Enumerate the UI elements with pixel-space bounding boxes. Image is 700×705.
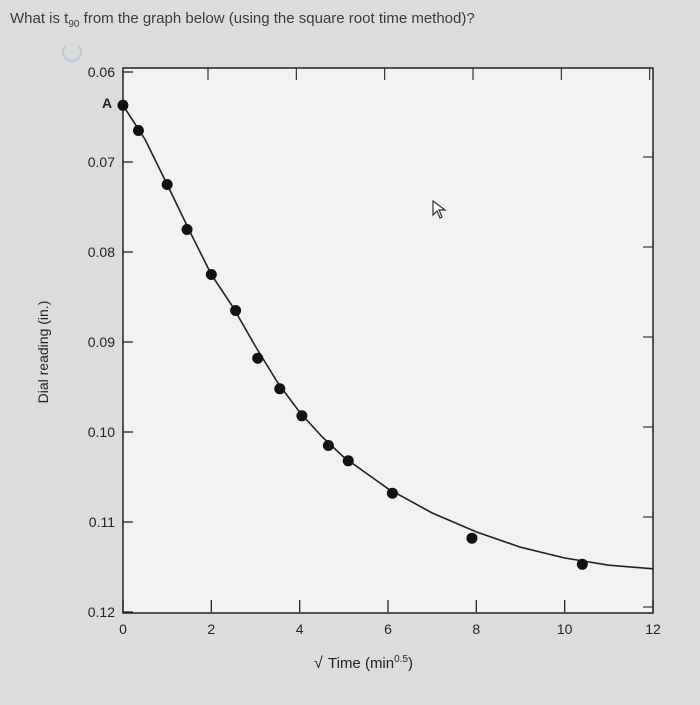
consolidation-curve [122,104,654,570]
x-tick-label: 8 [472,621,480,637]
data-point [252,352,264,364]
x-tick-label: 2 [207,621,215,637]
question-prefix: What is t [10,10,69,27]
data-point [161,179,173,190]
data-point [386,487,398,499]
data-point [576,558,588,570]
question-subscript: 90 [68,19,80,30]
y-tick-label: 0.09 [88,334,115,350]
data-point [296,410,308,422]
question-text: What is t90 from the graph below (using … [10,10,475,30]
y-tick-label: 0.07 [88,154,115,170]
x-tick-label: 12 [645,621,661,637]
x-axis-label: √ Time (min0.5) [314,654,413,672]
data-point [466,532,478,544]
plot-frame [122,67,654,614]
y-tick-label: 0.08 [88,244,115,260]
y-tick-label: 0.06 [88,64,115,80]
x-tick-label: 0 [119,621,127,637]
x-axis-label-exp: 0.5 [394,654,408,665]
data-point [342,455,354,467]
x-axis-label-close: ) [408,655,413,672]
data-point [205,269,217,280]
data-point [322,440,334,451]
data-point [230,305,242,316]
y-axis-label: Dial reading (in.) [35,301,51,404]
question-suffix: from the graph below (using the square r… [79,10,475,27]
svg-text:Time (min0.5): Time (min0.5) [328,654,413,672]
point-a-label: A [102,95,112,111]
data-point [181,224,193,235]
loading-spinner-icon [62,42,82,62]
x-axis-label-main: Time (min [328,655,394,672]
svg-text:√: √ [314,655,323,672]
y-tick-label: 0.12 [88,604,115,620]
mouse-cursor-icon [432,200,447,219]
data-point [274,383,286,395]
data-point [132,125,144,136]
x-tick-label: 6 [384,621,392,637]
x-tick-label: 10 [557,621,573,637]
y-tick-label: 0.10 [88,424,115,440]
data-point [117,99,129,111]
y-tick-label: 0.11 [89,514,115,530]
x-tick-label: 4 [296,621,304,637]
